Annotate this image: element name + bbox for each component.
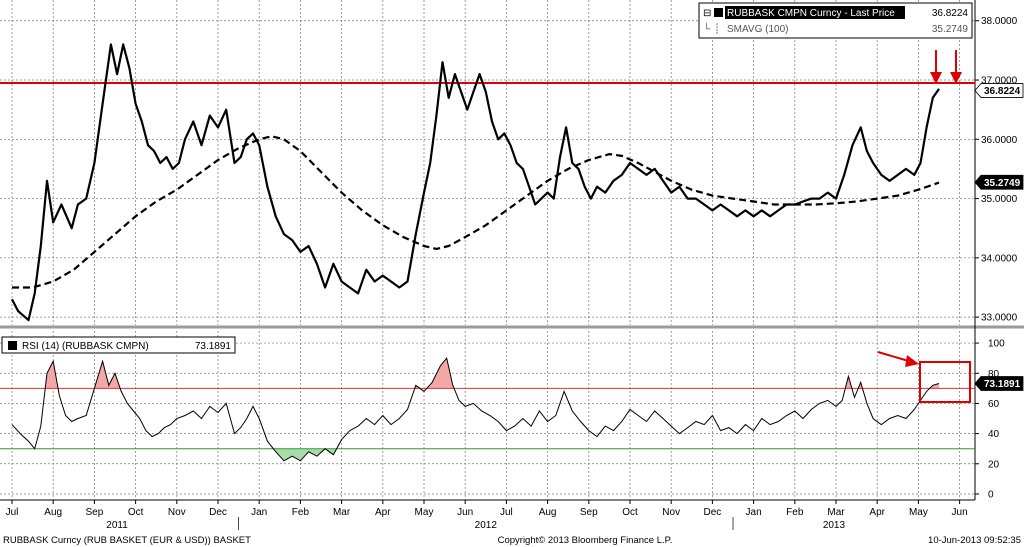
- x-tick-label: Jun: [952, 507, 968, 518]
- footer-center: Copyright© 2013 Bloomberg Finance L.P.: [498, 535, 673, 546]
- x-tick-label: Nov: [168, 507, 186, 518]
- price-y-tick-label: 36.0000: [981, 135, 1018, 146]
- x-tick-label: Apr: [375, 507, 391, 518]
- price-y-tick-label: 37.0000: [981, 76, 1018, 87]
- x-axis: Jul Aug Sep Oct Nov Dec Jan Feb Mar Apr May Jun Jul A…: [6, 500, 968, 531]
- rsi-line: [11, 357, 940, 462]
- annotations: [877, 50, 971, 403]
- rsi-y-tick-label: 0: [988, 489, 994, 500]
- grid: [0, 0, 975, 500]
- x-year-label: 2012: [475, 520, 498, 531]
- rsi-panel-bg: [0, 331, 975, 500]
- legend-value-price: 36.8224: [932, 8, 969, 19]
- x-tick-label: Jul: [500, 507, 513, 518]
- y-axis: 33.0000 34.0000 35.0000 36.0000 37.0000 38.00…: [975, 16, 1018, 500]
- smavg-line: [12, 135, 940, 289]
- x-tick-label: Feb: [786, 507, 804, 518]
- legend-label-rsi: RSI (14) (RUBBASK CMPN): [22, 341, 149, 352]
- legend-tree-icon: └: [703, 22, 711, 35]
- rsi-y-tick-label: 40: [988, 429, 1000, 440]
- x-tick-label: Nov: [662, 507, 680, 518]
- rsi-legend-box: [1, 336, 236, 354]
- down-arrow-icon: [930, 50, 942, 84]
- rsi-legend: RSI (14) (RUBBASK CMPN) 73.1891: [1, 336, 236, 354]
- rsi-y-tick-label: 100: [988, 339, 1005, 350]
- x-tick-label: Sep: [86, 507, 104, 518]
- smavg-tag-label: 35.2749: [984, 178, 1021, 189]
- price-line: [11, 43, 940, 322]
- footer: RUBBASK Curncy (RUB BASKET (EUR & USD)) …: [3, 535, 1021, 546]
- footer-right: 10-Jun-2013 09:52:35: [928, 535, 1021, 546]
- x-tick-label: Sep: [580, 507, 598, 518]
- price-y-tick-label: 34.0000: [981, 253, 1018, 264]
- x-tick-label: Oct: [128, 507, 144, 518]
- x-tick-label: Dec: [209, 507, 227, 518]
- x-tick-label: Jan: [746, 507, 762, 518]
- rsi-y-tick-label: 20: [988, 459, 1000, 470]
- x-tick-label: Mar: [333, 507, 351, 518]
- legend-value-rsi: 73.1891: [195, 341, 232, 352]
- legend-highlight: [725, 6, 905, 19]
- rsi-y-tick-label: 60: [988, 399, 1000, 410]
- x-tick-label: Oct: [622, 507, 638, 518]
- highlight-box: [919, 361, 971, 403]
- right-arrow-icon: [877, 351, 919, 367]
- rsi-y-tick-label: 80: [988, 369, 1000, 380]
- price-legend: ⊟ RUBBASK CMPN Curncy - Last Price 36.82…: [698, 2, 973, 39]
- panel-separator: [0, 325, 1024, 329]
- series-lines: [0, 43, 975, 462]
- x-tick-label: Aug: [539, 507, 557, 518]
- x-tick-label: Jul: [6, 507, 19, 518]
- x-year-label: 2013: [823, 520, 846, 531]
- price-panel-bg: [0, 0, 975, 327]
- legend-value-smavg: 35.2749: [932, 24, 969, 35]
- last-price-tag-label: 36.8224: [984, 86, 1021, 97]
- last-value-tags: 36.8224 35.2749 73.1891: [974, 83, 1024, 391]
- x-year-label: 2011: [106, 520, 128, 531]
- overbought-fill: [845, 376, 852, 389]
- last-price-tag: [974, 83, 1024, 98]
- x-tick-label: Mar: [827, 507, 845, 518]
- x-tick-label: Jan: [251, 507, 267, 518]
- overbought-fill: [929, 383, 939, 389]
- legend-collapse-icon[interactable]: ⊟: [703, 8, 711, 19]
- legend-swatch-rsi: [8, 341, 17, 350]
- price-y-tick-label: 35.0000: [981, 194, 1018, 205]
- smavg-tag: [974, 174, 1024, 190]
- x-tick-label: Aug: [44, 507, 62, 518]
- rsi-last-tag: [974, 376, 1024, 391]
- legend-label-smavg: SMAVG (100): [727, 24, 789, 35]
- price-y-tick-label: 33.0000: [981, 313, 1018, 324]
- legend-label-price: RUBBASK CMPN Curncy - Last Price: [727, 8, 895, 19]
- down-arrow-icon: [950, 50, 962, 84]
- oversold-fill: [273, 448, 326, 461]
- x-tick-label: Feb: [292, 507, 310, 518]
- overbought-fill: [426, 358, 455, 389]
- overbought-fill: [45, 361, 59, 389]
- footer-left: RUBBASK Curncy (RUB BASKET (EUR & USD)) …: [3, 535, 251, 546]
- x-tick-label: May: [909, 507, 928, 518]
- x-tick-label: May: [415, 507, 434, 518]
- x-tick-label: Jun: [457, 507, 473, 518]
- rsi-last-tag-label: 73.1891: [984, 379, 1021, 390]
- x-tick-label: Apr: [869, 507, 885, 518]
- legend-swatch-price: [714, 8, 723, 17]
- legend-swatch-smavg: ┊: [714, 23, 720, 35]
- price-y-tick-label: 38.0000: [981, 16, 1018, 27]
- x-tick-label: Dec: [704, 507, 722, 518]
